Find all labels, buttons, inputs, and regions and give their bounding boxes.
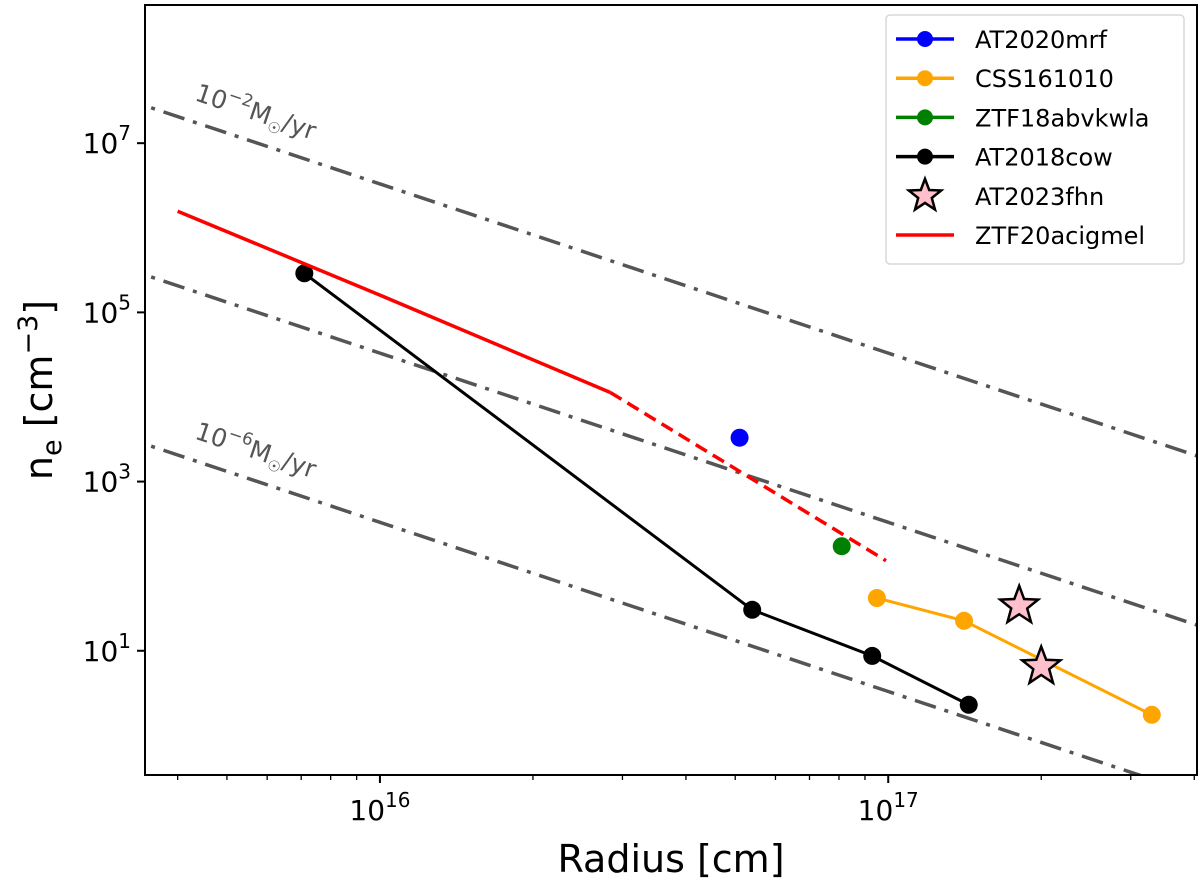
plot-frame (144, 4, 1198, 776)
data-point (295, 264, 314, 283)
series-AT2020mrf (730, 428, 749, 447)
series-AT2023fhn (996, 582, 1064, 686)
legend-entry-AT2020mrf: AT2020mrf (896, 26, 1108, 54)
legend-label: ZTF20acigmel (975, 222, 1145, 250)
data-point (1142, 705, 1161, 724)
mass-loss-line-0 (145, 103, 1197, 458)
legend-entry-CSS161010: CSS161010 (896, 65, 1114, 93)
series-line-1 (609, 390, 887, 563)
data-point (730, 428, 749, 447)
series-ZTF20acigmel (176, 209, 887, 563)
legend-label: AT2023fhn (975, 183, 1104, 211)
legend-marker (917, 31, 933, 47)
data-point (832, 537, 851, 556)
legend-label: AT2018cow (975, 144, 1113, 172)
y-tick-label: 107 (83, 121, 131, 160)
x-tick-label: 1016 (349, 788, 410, 827)
data-point (743, 600, 762, 619)
axis-ticks: 1016 1017 101 103 105 107 (83, 121, 1195, 827)
legend-label: AT2020mrf (975, 26, 1108, 54)
legend-entry-AT2018cow: AT2018cow (896, 144, 1113, 172)
series-layer (176, 209, 1161, 724)
data-point-star (1018, 643, 1064, 686)
y-tick-label: 101 (83, 629, 131, 668)
legend-label: ZTF18abvkwla (975, 104, 1150, 132)
legend-box (885, 14, 1185, 265)
series-CSS161010 (867, 589, 1161, 724)
legend-entry-ZTF20acigmel: ZTF20acigmel (896, 222, 1145, 250)
legend-label: CSS161010 (975, 65, 1114, 93)
series-ZTF18abvkwla (832, 537, 851, 556)
data-point (863, 646, 882, 665)
legend: AT2020mrf CSS161010 ZTF18abvkwla AT2018cow A… (885, 14, 1185, 265)
y-tick-label: 105 (83, 290, 131, 329)
mass-loss-line-1 (145, 273, 1197, 627)
x-tick-label: 1017 (858, 788, 919, 827)
data-point (955, 611, 974, 630)
legend-entry-AT2023fhn: AT2023fhn (905, 175, 1104, 213)
legend-marker (917, 148, 933, 165)
legend-marker (917, 109, 933, 126)
mass-loss-label-0: 10−2M☉/yr (190, 75, 321, 149)
series-AT2018cow (295, 264, 978, 714)
mass-loss-label-2: 10−6M☉/yr (190, 414, 321, 488)
y-tick-label: 103 (83, 460, 131, 499)
x-axis-label: Radius [cm] (557, 837, 784, 881)
legend-marker (917, 70, 933, 87)
data-point (867, 589, 886, 608)
legend-entry-ZTF18abvkwla: ZTF18abvkwla (896, 104, 1150, 132)
mass-loss-line-2 (145, 442, 1145, 775)
series-line-0 (176, 209, 612, 395)
legend-marker-star (905, 175, 945, 213)
y-axis-label: ne [cm−3] (13, 300, 68, 480)
data-point (959, 695, 978, 714)
data-point-star (996, 582, 1042, 625)
series-line (303, 272, 970, 707)
